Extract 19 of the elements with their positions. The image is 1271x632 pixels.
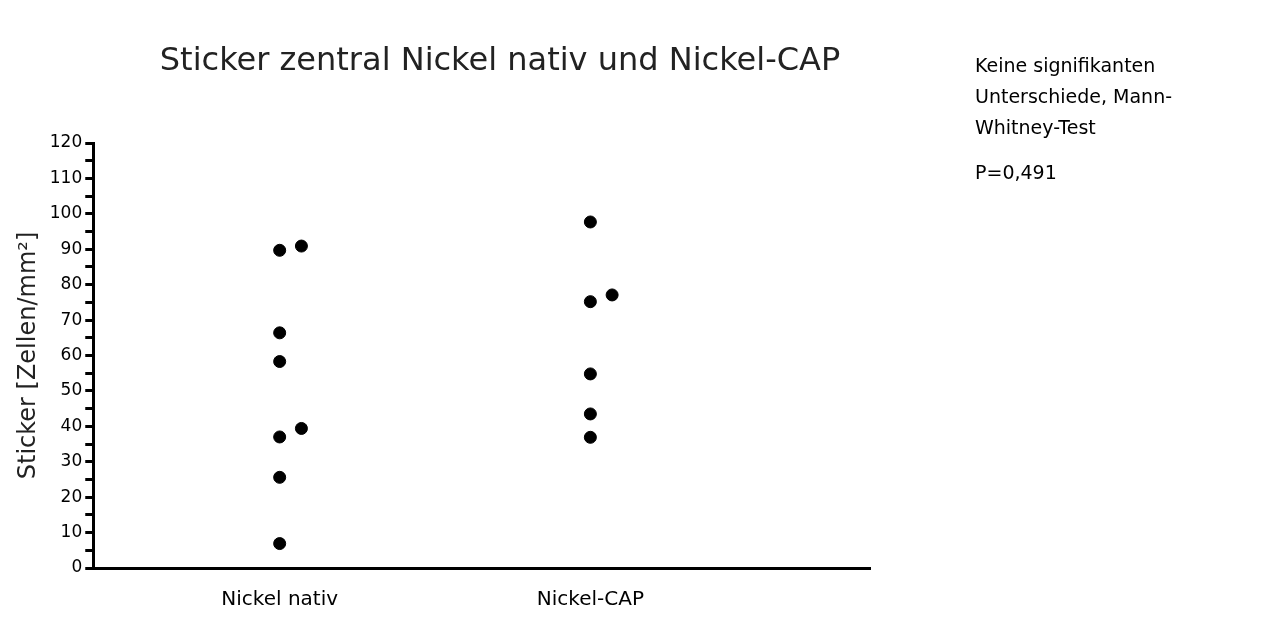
y-tick-label: 0	[71, 556, 83, 577]
y-tick-label: 80	[60, 273, 83, 294]
y-tick-label: 10	[60, 521, 83, 542]
y-tick-label: 30	[60, 450, 83, 471]
y-tick-label: 40	[60, 414, 83, 435]
chart-title: Sticker zentral Nickel nativ und Nickel-CAP	[158, 39, 842, 80]
y-tick-label: 60	[60, 343, 83, 364]
text: P=0,491	[975, 160, 1058, 185]
y-tick-label: 100	[49, 202, 83, 223]
y-tick-label: 50	[60, 379, 83, 400]
y-tick-label: 110	[49, 166, 83, 187]
y-tick-label: 70	[60, 308, 83, 329]
y-tick-label: 20	[60, 485, 83, 506]
y-axis-title: Sticker [Zellen/mm²]	[12, 231, 41, 480]
text: Keine signifikanten Unterschiede, Mann-Whitney-Test	[975, 53, 1174, 140]
y-tick-label: 120	[49, 131, 83, 152]
y-tick-label: 90	[60, 237, 83, 258]
x-tick-label: Nickel nativ	[221, 586, 339, 611]
x-tick-label: Nickel-CAP	[536, 586, 644, 611]
